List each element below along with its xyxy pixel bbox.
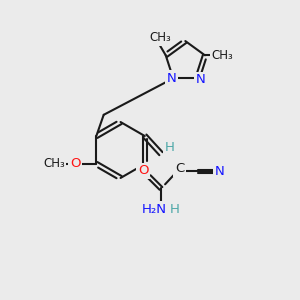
Text: H₂N: H₂N xyxy=(142,203,167,216)
Text: N: N xyxy=(196,73,205,86)
Text: O: O xyxy=(70,158,80,170)
Text: N: N xyxy=(215,165,225,178)
Text: O: O xyxy=(138,164,148,177)
Text: H: H xyxy=(169,203,179,216)
Text: CH₃: CH₃ xyxy=(43,158,65,170)
Text: C: C xyxy=(175,163,184,176)
Text: CH₃: CH₃ xyxy=(212,49,233,62)
Text: H: H xyxy=(164,141,174,154)
Text: CH₃: CH₃ xyxy=(149,31,171,44)
Text: N: N xyxy=(167,72,177,85)
